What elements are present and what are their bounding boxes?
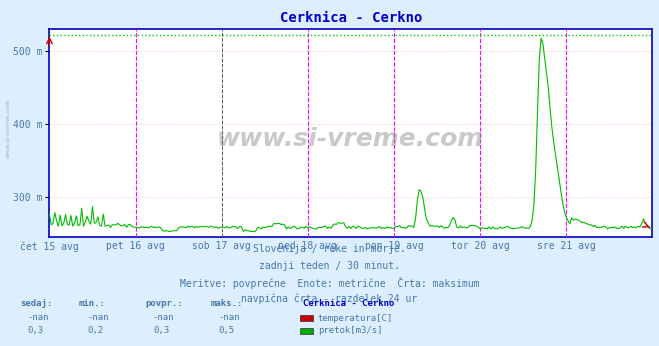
Text: Cerknica - Cerkno: Cerknica - Cerkno [303,299,395,308]
Text: www.si-vreme.com: www.si-vreme.com [217,127,484,152]
Text: pretok[m3/s]: pretok[m3/s] [318,326,382,335]
Text: maks.:: maks.: [211,299,243,308]
Text: 0,2: 0,2 [87,326,103,335]
Text: navpična črta - razdelek 24 ur: navpična črta - razdelek 24 ur [241,294,418,304]
Text: -nan: -nan [219,313,241,322]
Text: min.:: min.: [79,299,106,308]
Text: sedaj:: sedaj: [20,299,52,308]
Title: Cerknica - Cerkno: Cerknica - Cerkno [279,11,422,26]
Text: -nan: -nan [87,313,109,322]
Text: temperatura[C]: temperatura[C] [318,314,393,323]
Text: zadnji teden / 30 minut.: zadnji teden / 30 minut. [259,261,400,271]
Text: -nan: -nan [153,313,175,322]
Text: 0,5: 0,5 [219,326,235,335]
Text: Meritve: povprečne  Enote: metrične  Črta: maksimum: Meritve: povprečne Enote: metrične Črta:… [180,277,479,289]
Text: 0,3: 0,3 [153,326,169,335]
Text: povpr.:: povpr.: [145,299,183,308]
Text: www.si-vreme.com: www.si-vreme.com [5,98,11,158]
Text: -nan: -nan [28,313,49,322]
Text: Slovenija / reke in morje.: Slovenija / reke in morje. [253,244,406,254]
Text: 0,3: 0,3 [28,326,43,335]
